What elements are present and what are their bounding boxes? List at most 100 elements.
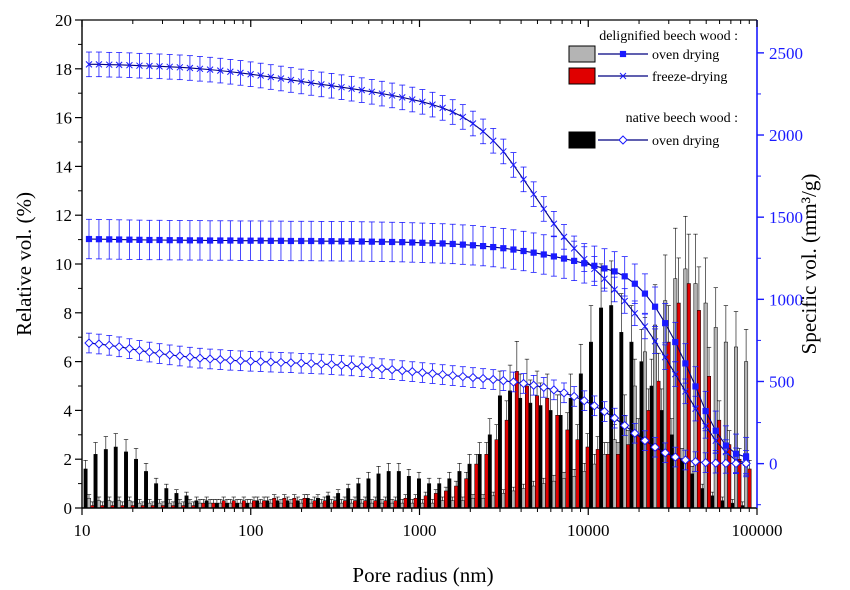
- line-point: [237, 69, 244, 77]
- line-point: [146, 62, 153, 70]
- bar: [147, 502, 152, 509]
- line-point-stroke: [499, 148, 507, 155]
- line-point: [328, 238, 335, 245]
- bar: [406, 476, 411, 509]
- line-point: [358, 238, 365, 245]
- bar: [302, 497, 307, 509]
- bar: [174, 493, 179, 509]
- bar: [484, 454, 489, 509]
- line-point: [508, 377, 519, 387]
- line-point-stroke: [671, 370, 679, 378]
- x-tick-label: 100000: [732, 521, 783, 540]
- line-point-stroke: [176, 63, 184, 71]
- line-point-stroke: [388, 92, 396, 99]
- line-point: [328, 82, 335, 90]
- line-point: [528, 380, 539, 390]
- bar: [386, 471, 391, 509]
- bar: [642, 351, 647, 509]
- line-point: [520, 247, 527, 255]
- y-right-tick-label: 2500: [769, 44, 803, 63]
- bar: [390, 502, 395, 509]
- line-point: [640, 435, 650, 446]
- line-point: [267, 73, 275, 81]
- bar: [707, 375, 711, 509]
- bar: [656, 380, 661, 509]
- line-point: [196, 65, 204, 73]
- line-point: [277, 237, 285, 244]
- line-point-stroke: [297, 78, 305, 85]
- line-point-stroke: [146, 62, 153, 70]
- line-point-stroke: [429, 101, 436, 108]
- line-point: [105, 61, 113, 69]
- line-point: [469, 120, 477, 127]
- line-point: [520, 176, 527, 183]
- bar: [124, 451, 128, 509]
- line-point: [185, 352, 195, 362]
- line-point-stroke: [621, 297, 629, 305]
- line-point: [539, 382, 549, 393]
- line-point-stroke: [287, 76, 295, 84]
- bar: [353, 500, 357, 509]
- line-point: [427, 368, 438, 379]
- line-point: [510, 161, 517, 169]
- bar: [616, 454, 620, 509]
- bar: [107, 500, 112, 509]
- line-point: [206, 66, 214, 73]
- bar: [198, 502, 202, 509]
- bar: [127, 500, 132, 509]
- bar: [541, 483, 546, 509]
- line-point: [670, 452, 680, 462]
- bar: [585, 446, 590, 509]
- line-point: [458, 371, 468, 382]
- legend-label: freeze-drying: [652, 70, 727, 85]
- y-left-tick-label: 20: [55, 11, 72, 30]
- bar: [292, 497, 297, 509]
- bar: [582, 471, 587, 509]
- bar: [548, 410, 553, 509]
- line-point: [166, 63, 174, 71]
- line-point: [722, 442, 729, 449]
- line-point-stroke: [136, 62, 143, 70]
- line-point: [449, 240, 456, 248]
- bar: [393, 500, 398, 509]
- line-point: [641, 290, 649, 297]
- bar: [450, 500, 455, 509]
- line-point: [437, 369, 448, 380]
- bar: [322, 500, 327, 509]
- line-point: [550, 220, 558, 228]
- bar: [113, 446, 118, 509]
- bar: [342, 500, 347, 509]
- line-point: [357, 361, 367, 372]
- bar: [531, 485, 536, 509]
- line-point: [388, 238, 396, 246]
- line-point-stroke: [226, 68, 234, 76]
- bar: [285, 500, 290, 509]
- bar: [93, 454, 98, 509]
- line-point: [448, 370, 458, 381]
- line-point: [317, 81, 325, 88]
- bar: [639, 361, 644, 509]
- bar: [403, 497, 408, 509]
- bar: [255, 500, 260, 509]
- bar: [231, 500, 236, 509]
- line-point: [226, 68, 234, 76]
- line-point-stroke: [378, 90, 386, 97]
- bar: [555, 415, 560, 509]
- bar: [511, 490, 516, 509]
- y-left-tick-label: 6: [64, 353, 73, 372]
- bar: [723, 341, 728, 509]
- line-point-stroke: [307, 79, 315, 87]
- line-point: [85, 235, 93, 243]
- y-left-tick-label: 10: [55, 255, 72, 274]
- line-point-stroke: [257, 72, 265, 79]
- line-point: [712, 427, 719, 434]
- bar: [477, 454, 482, 509]
- bar: [376, 473, 381, 509]
- line-point: [136, 236, 143, 243]
- line-point: [692, 405, 699, 412]
- line-point: [660, 448, 670, 458]
- bar: [440, 500, 445, 509]
- bar: [363, 500, 368, 509]
- line-point: [298, 237, 305, 245]
- line-point-stroke: [540, 205, 548, 213]
